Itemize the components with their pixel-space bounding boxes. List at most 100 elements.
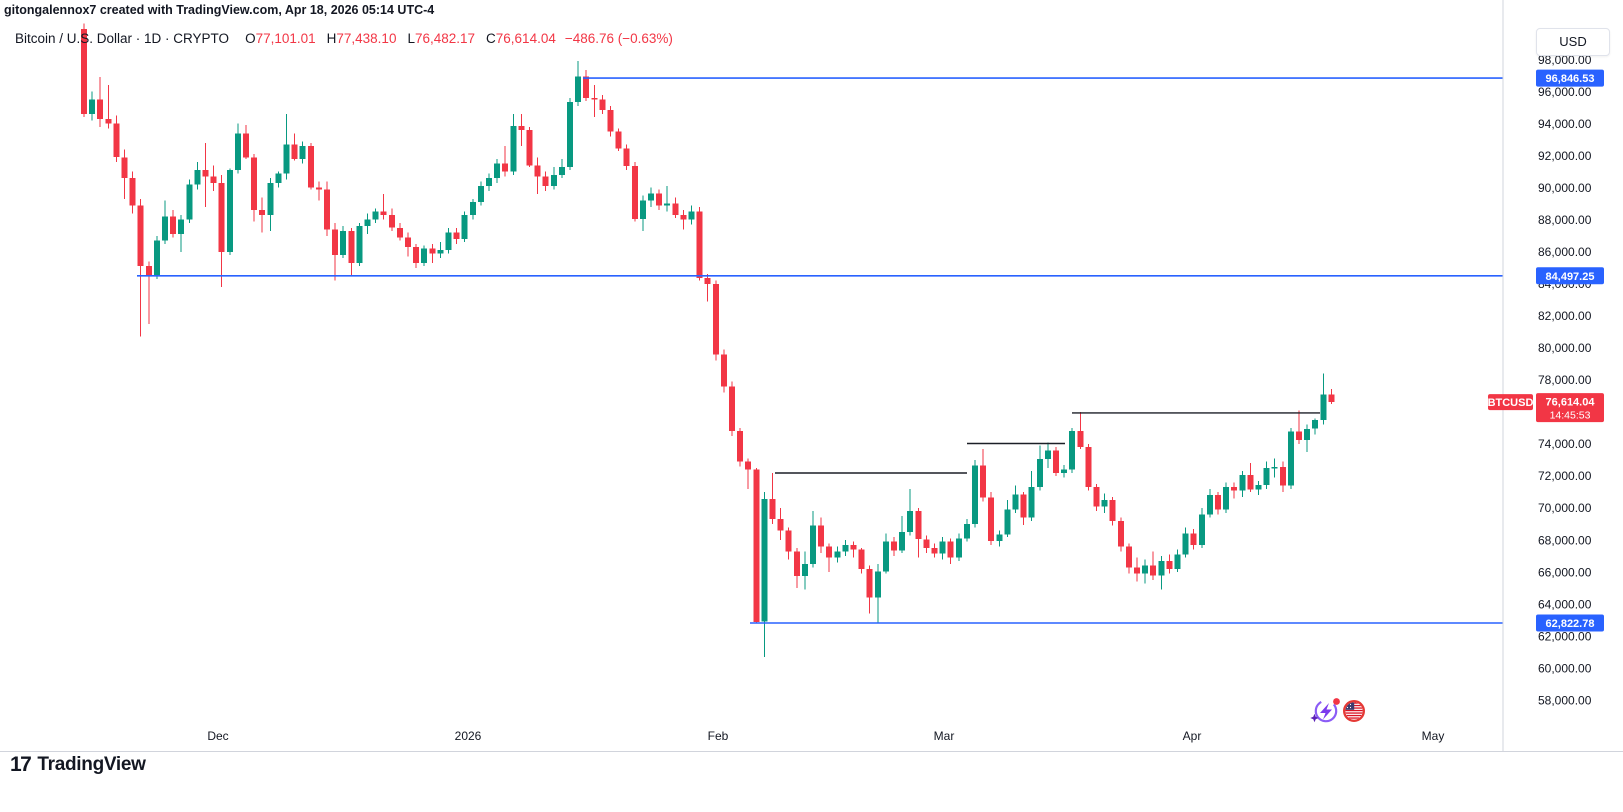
attribution-text: gitongalennox7 created with TradingView.…: [4, 3, 435, 17]
candle-body: [842, 544, 849, 552]
candle-body: [1028, 487, 1035, 518]
candle-body: [137, 205, 144, 267]
candle-body: [826, 546, 833, 558]
candle-body: [81, 29, 87, 115]
candle-body: [170, 216, 177, 235]
candle-body: [396, 227, 403, 238]
candle-body: [1223, 487, 1230, 510]
candle-body: [372, 211, 379, 220]
us-flag-icon[interactable]: [1342, 700, 1365, 723]
candle-body: [1287, 431, 1294, 486]
candle-body: [656, 193, 663, 206]
svg-text:84,497.25: 84,497.25: [1546, 271, 1595, 283]
tradingview-logo[interactable]: 17 TradingView: [10, 753, 146, 777]
candle-body: [477, 186, 484, 203]
candle-body: [1304, 428, 1311, 440]
candle-body: [931, 548, 938, 554]
candle-body: [1166, 560, 1173, 569]
chart-legend[interactable]: Bitcoin / U.S. Dollar · 1D · CRYPTO O77,…: [15, 31, 673, 46]
price-tick-label: 86,000.00: [1538, 245, 1592, 259]
price-tick-label: 72,000.00: [1538, 469, 1592, 483]
candle-body: [1296, 431, 1302, 440]
candle-body: [1190, 533, 1197, 545]
candle-body: [899, 532, 906, 551]
price-tick-label: 70,000.00: [1538, 501, 1592, 515]
candle-body: [421, 248, 428, 263]
candle-body: [243, 133, 249, 158]
candle-body: [502, 163, 509, 172]
candle-body: [542, 176, 549, 187]
candle-body: [761, 499, 768, 622]
candle-body: [834, 551, 841, 558]
candle-body: [688, 211, 695, 220]
tradingview-logo-mark: 17: [10, 753, 32, 776]
ohlc-open: O77,101.01: [245, 31, 316, 46]
candle-body: [1231, 487, 1238, 491]
ohlc-high: H77,438.10: [326, 31, 397, 46]
price-axis[interactable]: 98,000.00 96,000.00 94,000.00 92,000.00 90,0…: [1538, 53, 1592, 708]
time-tick-label: 2026: [455, 729, 482, 743]
candles-layer: [81, 23, 1335, 657]
candle-body: [129, 178, 136, 206]
candle-body: [558, 166, 565, 175]
candle-body: [923, 539, 930, 549]
candle-body: [1182, 533, 1189, 555]
candle-body: [591, 98, 598, 100]
tradingview-logo-text: TradingView: [37, 754, 146, 775]
candle-body: [218, 182, 225, 252]
candle-body: [534, 165, 541, 177]
candle-body: [105, 118, 112, 124]
candle-body: [810, 525, 816, 565]
candle-body: [1044, 450, 1051, 460]
candle-body: [1247, 475, 1254, 490]
price-tick-label: 96,000.00: [1538, 85, 1592, 99]
candle-body: [291, 144, 298, 159]
candle-body: [996, 534, 1003, 541]
candle-body: [858, 549, 865, 569]
candle-body: [818, 525, 825, 547]
candle-body: [1255, 484, 1262, 490]
candle-body: [607, 110, 614, 132]
candle-body: [866, 568, 873, 598]
candle-body: [1036, 459, 1043, 488]
candle-body: [356, 226, 363, 263]
price-tick-label: 82,000.00: [1538, 309, 1592, 323]
candle-body: [113, 123, 120, 158]
candle-body: [1215, 495, 1221, 510]
price-tick-label: 74,000.00: [1538, 437, 1592, 451]
candle-body: [785, 530, 792, 552]
candle-body: [1198, 514, 1205, 545]
candle-body: [453, 232, 460, 239]
candle-body: [955, 538, 962, 558]
candle-body: [89, 99, 96, 114]
candle-body: [882, 541, 889, 572]
price-level-badge: 84,497.25: [1536, 267, 1604, 285]
svg-text:62,822.78: 62,822.78: [1546, 618, 1595, 630]
candle-body: [251, 157, 258, 211]
candle-body: [1271, 467, 1278, 469]
currency-toggle-button[interactable]: USD: [1536, 28, 1610, 56]
candle-body: [315, 187, 322, 190]
candle-body: [307, 146, 314, 188]
candle-body: [299, 146, 306, 159]
symbol-title: Bitcoin / U.S. Dollar · 1D · CRYPTO: [15, 31, 230, 46]
candle-body: [1012, 494, 1019, 510]
price-tick-label: 62,000.00: [1538, 629, 1592, 643]
last-price-countdown: 14:45:53: [1550, 410, 1591, 422]
candle-body: [1125, 546, 1132, 568]
candle-body: [97, 99, 104, 119]
candle-body: [121, 157, 128, 179]
time-axis[interactable]: Dec 2026 Feb Mar Apr May: [207, 729, 1444, 743]
candle-body: [234, 133, 241, 171]
candle-body: [178, 219, 185, 235]
candle-body: [720, 354, 727, 387]
candle-body: [405, 237, 411, 247]
ai-spark-icon[interactable]: [1310, 697, 1340, 726]
candle-body: [874, 571, 881, 598]
price-tick-label: 98,000.00: [1538, 53, 1592, 67]
candle-body: [567, 102, 573, 167]
candle-body: [1109, 500, 1116, 521]
